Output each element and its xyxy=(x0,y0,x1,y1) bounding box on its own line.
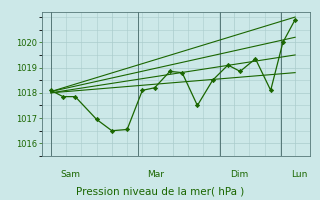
Text: Pression niveau de la mer( hPa ): Pression niveau de la mer( hPa ) xyxy=(76,186,244,196)
Text: Mar: Mar xyxy=(148,170,164,179)
Text: Sam: Sam xyxy=(60,170,80,179)
Text: Lun: Lun xyxy=(291,170,307,179)
Text: Dim: Dim xyxy=(230,170,248,179)
